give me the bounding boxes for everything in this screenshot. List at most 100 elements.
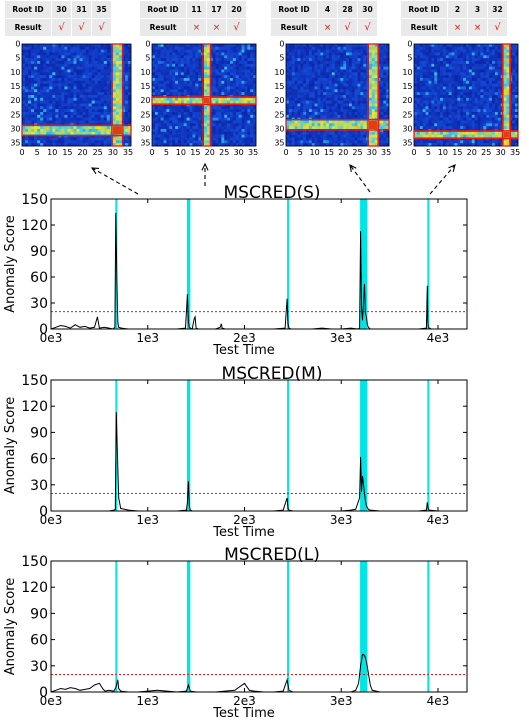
heatmap-cell — [320, 120, 324, 124]
heatmap-cell — [311, 63, 315, 67]
heatmap-cell — [442, 92, 447, 96]
heatmap-cell — [363, 75, 367, 79]
heatmap-cell — [232, 134, 237, 138]
heatmap-cell — [195, 80, 199, 84]
heatmap-cell — [192, 83, 196, 87]
heatmap-cell — [326, 140, 330, 144]
heatmap-cell — [64, 44, 68, 48]
heatmap-cell — [297, 134, 301, 138]
heatmap-cell — [457, 109, 461, 113]
heatmap-cell — [67, 72, 71, 76]
heatmap-cell — [49, 55, 53, 59]
heatmap-cell — [112, 46, 117, 50]
heatmap-cell — [76, 97, 80, 101]
heatmap-cell — [241, 134, 245, 138]
heatmap-cell — [235, 75, 239, 79]
heatmap-cell — [160, 100, 164, 104]
heatmap-cell — [483, 112, 487, 116]
heatmap-cell — [386, 55, 390, 59]
heatmap-cell — [380, 83, 384, 87]
heatmap-cell — [166, 69, 170, 73]
heatmap-cell — [457, 106, 461, 110]
heatmap-cell — [37, 66, 41, 70]
heatmap-cell — [172, 58, 176, 62]
heatmap-cell — [328, 134, 333, 138]
heatmap-cell — [306, 114, 310, 118]
heatmap-x-tick-label: 10 — [310, 148, 320, 157]
heatmap-cell — [250, 100, 254, 104]
heatmap-cell — [124, 46, 129, 50]
heatmap-cell — [115, 69, 120, 73]
heatmap-cell — [43, 143, 47, 147]
heatmap-cell — [437, 52, 441, 56]
heatmap-cell — [483, 95, 487, 99]
heatmap-cell — [314, 100, 318, 104]
heatmap-cell — [82, 44, 86, 48]
heatmap-cell — [383, 140, 387, 144]
heatmap-cell — [431, 52, 435, 56]
heatmap-cell — [172, 75, 176, 79]
heatmap-cell — [308, 80, 313, 84]
heatmap-cell — [160, 120, 164, 124]
heatmap-cell — [64, 52, 68, 56]
heatmap-cell — [25, 83, 29, 87]
heatmap-cell — [297, 89, 301, 93]
heatmap-cell — [428, 63, 432, 67]
heatmap-cell — [244, 78, 248, 82]
heatmap-cell — [247, 75, 251, 79]
heatmap-cell — [172, 137, 176, 141]
heatmap-cell — [230, 78, 234, 82]
heatmap-cell — [383, 86, 387, 90]
heatmap-cell — [154, 140, 159, 144]
heatmap-cell — [94, 63, 98, 67]
heatmap-cell — [160, 83, 164, 87]
heatmap-cell — [52, 78, 56, 82]
heatmap-cell — [183, 80, 187, 84]
heatmap-cell — [445, 72, 449, 76]
heatmap-cell — [49, 117, 53, 121]
heatmap-cell — [506, 66, 510, 70]
heatmap-cell — [227, 92, 231, 96]
heatmap-cell — [374, 49, 378, 53]
heatmap-cell — [37, 97, 41, 101]
heatmap-cell — [178, 97, 182, 101]
heatmap-cell — [221, 58, 225, 62]
heatmap-cell — [471, 72, 475, 76]
heatmap-cell — [474, 103, 478, 107]
heatmap-cell — [357, 140, 361, 144]
heatmap-cell — [360, 44, 364, 48]
heatmap-cell — [363, 83, 367, 87]
heatmap-cell — [106, 114, 111, 118]
heatmap-cell — [340, 52, 344, 56]
heatmap-cell — [94, 92, 98, 96]
heatmap-cell — [334, 137, 338, 141]
heatmap-cell — [351, 109, 355, 113]
heatmap-cell — [204, 63, 208, 67]
heatmap-cell — [331, 134, 335, 138]
heatmap-cell — [67, 120, 71, 124]
heatmap-cell — [88, 137, 92, 141]
heatmap-cell — [337, 72, 341, 76]
heatmap-cell — [106, 92, 111, 96]
heatmap-cell — [115, 140, 120, 144]
heatmap-cell — [244, 63, 248, 67]
heatmap-cell — [152, 137, 156, 141]
heatmap-cell — [480, 78, 484, 82]
heatmap-cell — [419, 92, 423, 96]
heatmap-cell — [346, 55, 350, 59]
heatmap-cell — [73, 46, 77, 50]
heatmap-cell — [192, 134, 196, 138]
heatmap-cell — [323, 61, 327, 65]
heatmap-cell — [457, 95, 461, 99]
heatmap-y-tick-label: 0 — [145, 40, 150, 49]
heatmap-cell — [253, 46, 257, 50]
heatmap-cell — [180, 44, 185, 48]
heatmap-cell — [241, 69, 245, 73]
heatmap-cell — [354, 97, 358, 101]
heatmap-cell — [28, 86, 32, 90]
heatmap-cell — [55, 72, 59, 76]
heatmap-cell — [440, 117, 444, 121]
heatmap-cell — [354, 86, 358, 90]
heatmap-cell — [25, 86, 29, 90]
heatmap-cell — [317, 131, 321, 135]
